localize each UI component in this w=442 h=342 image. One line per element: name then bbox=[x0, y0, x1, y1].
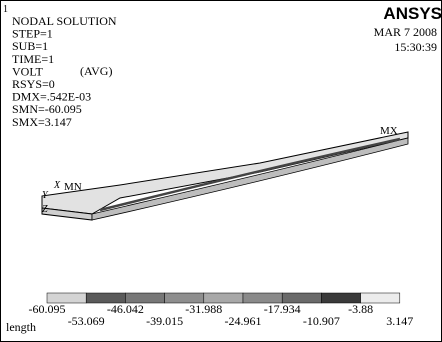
window-number: 1 bbox=[3, 4, 8, 15]
axis-z: Z bbox=[42, 204, 48, 215]
date: MAR 7 2008 bbox=[374, 25, 437, 39]
legend-label: -10.907 bbox=[303, 314, 340, 328]
logo: ANSYS bbox=[383, 4, 442, 23]
mn-label: MN bbox=[64, 181, 82, 193]
mx-label: MX bbox=[380, 125, 398, 137]
legend-unit: length bbox=[6, 320, 36, 334]
legend-label: -31.988 bbox=[185, 302, 222, 316]
axis-x: X bbox=[53, 180, 61, 191]
legend-label: -60.095 bbox=[29, 302, 66, 316]
ansys-window: 1 NODAL SOLUTIONSTEP=1SUB=1TIME=1VOLTRSY… bbox=[0, 0, 442, 342]
info-line: SMX=3.147 bbox=[12, 115, 72, 129]
legend-label: -39.015 bbox=[146, 314, 183, 328]
time: 15:30:39 bbox=[394, 40, 437, 54]
avg-label: (AVG) bbox=[80, 64, 112, 78]
legend-label: -53.069 bbox=[68, 314, 105, 328]
legend-label: -24.961 bbox=[225, 314, 262, 328]
legend-label: 3.147 bbox=[386, 314, 413, 328]
legend-label: -17.934 bbox=[264, 302, 301, 316]
legend-label: -46.042 bbox=[107, 302, 144, 316]
legend-label: -3.88 bbox=[348, 302, 373, 316]
